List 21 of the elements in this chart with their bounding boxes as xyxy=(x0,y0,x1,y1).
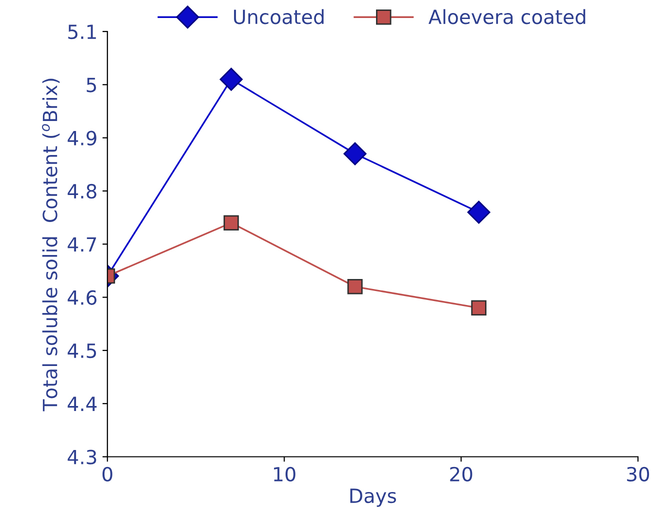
y-tick-label: 4.8 xyxy=(68,184,96,199)
legend-label: Uncoated xyxy=(234,9,324,24)
y-tick-label: 5 xyxy=(86,78,96,92)
y-tick-label: 4.6 xyxy=(68,290,96,305)
y-tick-label: 4.4 xyxy=(68,396,97,411)
y-tick-label: 4.7 xyxy=(68,237,96,252)
y-tick-label: 4.9 xyxy=(68,130,96,146)
y-tick-label: 4.5 xyxy=(68,344,96,358)
point xyxy=(347,279,363,294)
x-tick-label: 0 xyxy=(102,466,112,482)
legend-label: Aloevera coated xyxy=(428,9,586,24)
y-axis-title: Total soluble solid Content ($^{o}$Brix) xyxy=(42,78,60,412)
x-tick-label: 20 xyxy=(450,466,472,482)
x-tick-label: 10 xyxy=(274,466,296,482)
point xyxy=(344,142,367,166)
point xyxy=(467,200,490,224)
y-tick-label: 5.1 xyxy=(68,24,96,40)
x-tick-label: 30 xyxy=(627,466,650,482)
y-tick-label: 4.3 xyxy=(68,450,96,464)
x-axis-title: Days xyxy=(350,488,396,507)
point xyxy=(471,300,486,316)
